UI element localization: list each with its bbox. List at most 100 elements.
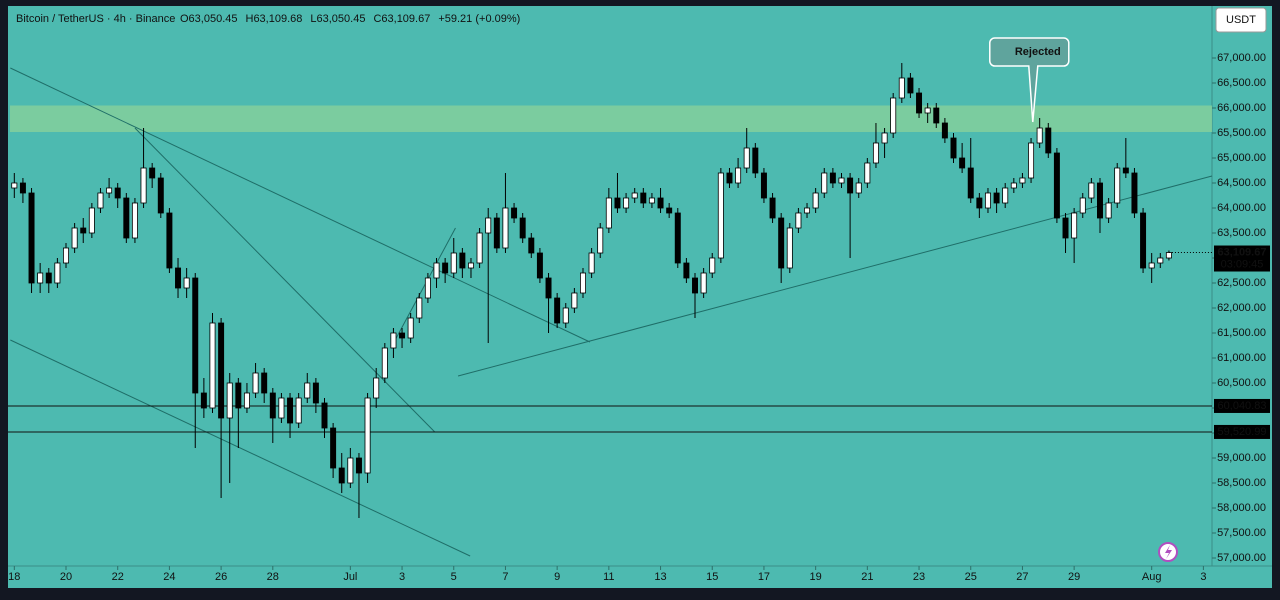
x-tick-label: 27 <box>1016 571 1028 583</box>
candle-body <box>278 397 285 419</box>
candle-body <box>312 382 319 404</box>
candle-body <box>804 207 811 214</box>
trendline <box>10 339 471 557</box>
ohlc-legend: O63,050.45 <box>180 13 238 25</box>
candle-body <box>407 317 414 339</box>
candle-body <box>226 382 233 419</box>
x-tick-label: 29 <box>1068 571 1080 583</box>
candle-body <box>11 182 18 189</box>
y-tick-label: 59,000.00 <box>1217 452 1266 464</box>
x-tick-label: 21 <box>861 571 873 583</box>
x-tick-label: 9 <box>554 571 560 583</box>
y-tick-label: 62,000.00 <box>1217 302 1266 314</box>
y-tick-label: 66,000.00 <box>1217 102 1266 114</box>
x-tick-label: 19 <box>810 571 822 583</box>
candle-body <box>338 467 345 484</box>
candle-body <box>571 292 578 309</box>
candle-body <box>424 277 431 299</box>
resistance-zone <box>10 105 1212 132</box>
candle-body <box>149 167 156 179</box>
trendline <box>10 67 591 343</box>
candle-body <box>967 167 974 199</box>
y-tick-label: 62,500.00 <box>1217 277 1266 289</box>
candle-body <box>1157 257 1164 264</box>
candle-body <box>700 272 707 294</box>
candle-body <box>631 192 638 199</box>
candle-body <box>941 122 948 139</box>
x-tick-label: 26 <box>215 571 227 583</box>
candle-body <box>752 147 759 174</box>
candle-body <box>200 392 207 409</box>
x-tick-label: 18 <box>8 571 20 583</box>
x-tick-label: 23 <box>913 571 925 583</box>
candle-body <box>511 207 518 219</box>
candle-body <box>838 177 845 184</box>
candle-body <box>295 397 302 424</box>
candle-body <box>243 392 250 409</box>
price-tag-label: 59,520.99 <box>1218 426 1267 438</box>
currency-button[interactable] <box>1215 7 1267 33</box>
candle-body <box>916 92 923 114</box>
candle-body <box>347 457 354 484</box>
candle-body <box>1002 187 1009 204</box>
candle-body <box>623 197 630 209</box>
ohlc-legend: C63,109.67 <box>373 13 430 25</box>
candle-body <box>28 192 35 284</box>
x-tick-label: 17 <box>758 571 770 583</box>
candle-body <box>950 137 957 159</box>
candle-body <box>847 177 854 194</box>
x-tick-label: 13 <box>654 571 666 583</box>
countdown: 03:09:45 <box>1221 258 1264 270</box>
candle-body <box>269 392 276 419</box>
candle-body <box>881 132 888 144</box>
x-tick-label: 20 <box>60 571 72 583</box>
candle-body <box>381 347 388 379</box>
candle-body <box>235 382 242 409</box>
candle-body <box>795 212 802 229</box>
candle-body <box>614 197 621 209</box>
candle-body <box>1088 182 1095 199</box>
y-tick-label: 65,500.00 <box>1217 127 1266 139</box>
callout <box>989 37 1070 123</box>
candle-body <box>1122 167 1129 174</box>
candle-body <box>1062 217 1069 239</box>
candle-body <box>786 227 793 269</box>
candle-body <box>1105 202 1112 219</box>
candle-body <box>976 197 983 209</box>
last-price-label: 63,109.67 <box>1218 246 1267 258</box>
y-tick-label: 61,000.00 <box>1217 352 1266 364</box>
candle-body <box>209 322 216 409</box>
candle-body <box>97 192 104 209</box>
candle-body <box>545 277 552 299</box>
candle-body <box>1097 182 1103 219</box>
candle-body <box>175 267 182 289</box>
candle-body <box>54 262 61 284</box>
candle-body <box>562 307 569 324</box>
candle-body <box>1079 197 1086 214</box>
candle-body <box>1010 182 1017 189</box>
candle-body <box>855 182 862 194</box>
candle-body <box>80 227 87 234</box>
price-tag <box>1214 398 1270 413</box>
x-tick-label: 25 <box>965 571 977 583</box>
candle-body <box>330 427 337 469</box>
candle-body <box>467 262 474 269</box>
ohlc-legend: +59.21 (+0.09%) <box>438 13 520 25</box>
candle-body <box>924 107 931 114</box>
candle-body <box>1028 142 1035 179</box>
candle-body <box>993 192 1000 204</box>
candle-body <box>657 197 664 209</box>
candle-body <box>666 207 673 214</box>
y-tick-label: 58,500.00 <box>1217 477 1266 489</box>
candle-body <box>648 197 655 204</box>
ohlc-legend: H63,109.68 <box>246 13 303 25</box>
candle-body <box>1071 212 1078 239</box>
x-tick-label: 11 <box>603 571 614 583</box>
candle-body <box>709 257 716 274</box>
candle-body <box>1148 262 1155 269</box>
candle-body <box>864 162 871 184</box>
y-tick-label: 60,500.00 <box>1217 377 1266 389</box>
candle-body <box>1053 152 1060 219</box>
candle-body <box>683 262 690 279</box>
